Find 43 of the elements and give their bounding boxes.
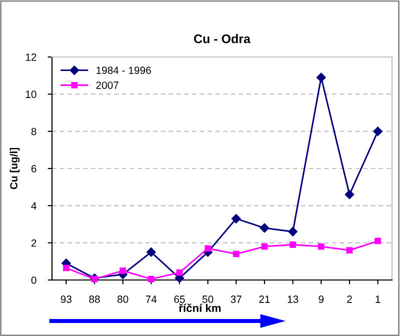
x-tick-label: 80	[117, 296, 128, 303]
x-tick-label: 13	[288, 296, 298, 303]
x-tick-label: 50	[202, 296, 214, 303]
point	[344, 190, 354, 200]
y-tick-label: 0	[31, 276, 36, 284]
x-tick-label: 88	[89, 296, 100, 303]
x-tick-label: 65	[174, 296, 185, 303]
y-tick-label: 4	[31, 202, 36, 210]
point	[318, 243, 324, 250]
x-tick-label: 9	[318, 296, 324, 303]
point	[204, 245, 212, 252]
point	[176, 269, 183, 276]
point	[346, 247, 353, 254]
point	[373, 126, 382, 136]
y-axis-title: Cu [ug/l]	[10, 148, 20, 190]
point	[146, 248, 156, 257]
point	[148, 276, 154, 282]
y-tick-label: 8	[31, 128, 36, 136]
point	[261, 243, 268, 250]
point	[91, 276, 98, 282]
point	[62, 264, 70, 272]
y-tick-label: 6	[31, 165, 36, 172]
y-tick-label: 2	[31, 239, 36, 247]
x-axis-title: říční km	[179, 304, 221, 312]
point	[120, 268, 126, 274]
y-tick-label: 10	[26, 90, 36, 98]
point	[260, 223, 270, 233]
x-tick-label: 93	[60, 296, 72, 303]
point	[374, 238, 382, 244]
point	[290, 241, 296, 248]
x-tick-label: 74	[146, 296, 157, 303]
legend-label: 1984 - 1996	[96, 66, 151, 74]
x-tick-label: 21	[259, 296, 270, 303]
chart-title: Cu - Odra	[194, 34, 251, 44]
x-tick-label: 2	[347, 296, 352, 303]
y-tick-label: 12	[26, 54, 36, 61]
x-tick-label: 1	[376, 296, 380, 303]
legend-label: 2007	[96, 82, 118, 89]
point	[232, 214, 241, 224]
point	[288, 227, 298, 236]
x-tick-label: 37	[230, 296, 242, 303]
point	[316, 72, 326, 82]
point	[232, 250, 240, 258]
